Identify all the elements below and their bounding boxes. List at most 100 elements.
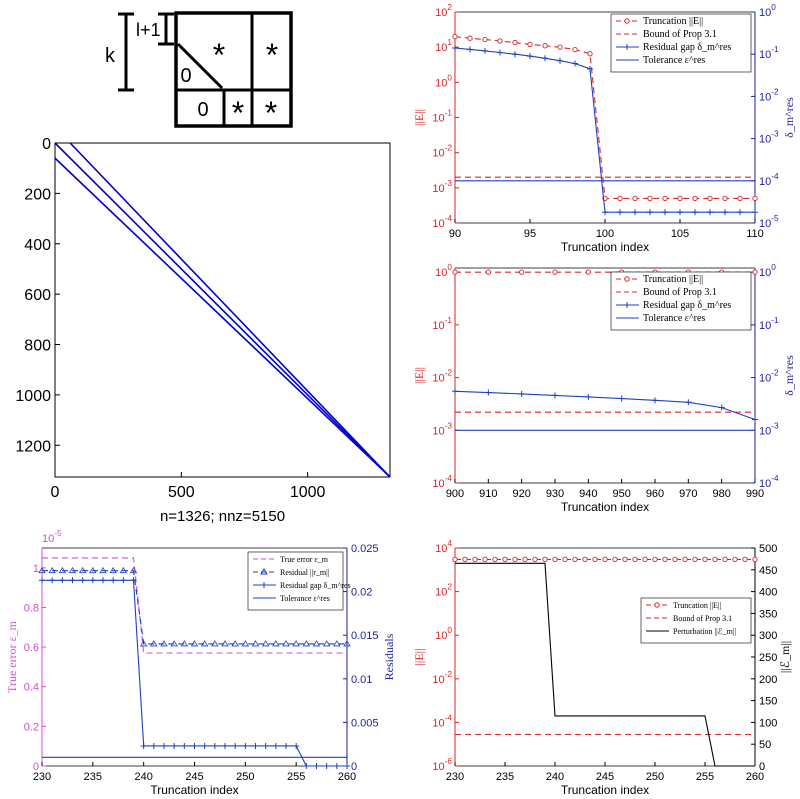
data-point — [617, 209, 623, 216]
data-point — [180, 640, 189, 647]
data-point — [39, 577, 45, 584]
data-point — [702, 556, 708, 563]
left-ytick-label: 100 — [435, 263, 452, 279]
data-point — [313, 763, 320, 769]
legend-label: Truncation ||E|| — [643, 274, 703, 285]
data-point — [472, 556, 478, 563]
block-schematic: k l+1 * * 0 0 * * — [105, 11, 293, 131]
data-point — [333, 640, 341, 647]
legend-marker — [261, 582, 267, 588]
data-point — [261, 640, 270, 647]
data-point — [732, 556, 738, 563]
data-point — [49, 577, 56, 584]
data-point — [79, 577, 86, 584]
data-point — [119, 566, 128, 574]
left-ytick-label: 104 — [435, 539, 452, 555]
data-point — [707, 209, 713, 216]
data-point — [251, 640, 260, 647]
spy-ytick-label: 800 — [24, 338, 51, 355]
data-point — [302, 640, 311, 647]
data-point — [632, 209, 638, 216]
data-point — [572, 46, 578, 53]
series-line — [455, 562, 755, 767]
right-ytick-label: 100 — [759, 3, 776, 19]
truncation-chart-90-110: 90 95 100 105 110 Truncation index 10-4 10-3 10-… — [412, 3, 796, 254]
data-point — [150, 742, 157, 749]
data-point — [652, 556, 658, 563]
data-point — [662, 556, 668, 563]
data-point — [110, 577, 117, 584]
data-point — [482, 556, 488, 563]
data-point — [502, 556, 508, 563]
xtick-label: 110 — [746, 228, 764, 240]
data-point — [100, 577, 106, 584]
data-point — [542, 55, 548, 62]
data-point — [647, 209, 653, 216]
data-point — [139, 640, 148, 647]
data-point — [642, 556, 648, 563]
data-point — [38, 566, 46, 574]
data-point — [722, 209, 728, 216]
data-point — [485, 269, 491, 275]
data-point — [632, 195, 638, 202]
right-ytick-label: 450 — [759, 565, 777, 577]
data-point — [737, 209, 743, 216]
xtick-label: 950 — [612, 488, 630, 500]
data-point — [602, 209, 608, 216]
left-ytick-label: 101 — [435, 38, 452, 54]
data-point — [707, 195, 713, 202]
legend-label: Bound of Prop 3.1 — [643, 29, 717, 40]
right-ytick-label: 10-1 — [759, 316, 779, 332]
left-y-axis-label: True error ε_m — [5, 620, 19, 693]
spy-ytick-label: 0 — [42, 136, 51, 153]
data-point — [272, 640, 280, 647]
right-ytick-label: 200 — [759, 674, 777, 686]
series-3 — [452, 388, 758, 423]
legend-label: Residual ||r_m|| — [280, 568, 329, 577]
data-point — [552, 269, 558, 275]
left-y-axis-label: ||E|| — [412, 649, 426, 666]
left-ytick-label: 10-2 — [432, 144, 452, 160]
right-ytick-label: 300 — [759, 630, 777, 642]
legend-marker — [624, 44, 630, 50]
data-point — [737, 195, 743, 202]
data-point — [221, 640, 229, 647]
legend: True error ε_m Residual ||r_m|| Residual g… — [247, 551, 351, 611]
left-ytick-label: 0.2 — [24, 721, 39, 733]
right-ytick-label: 0 — [351, 761, 357, 773]
l-plus-one-label: l+1 — [136, 20, 161, 40]
xtick-label: 230 — [33, 771, 51, 783]
right-ytick-label: 100 — [759, 263, 776, 279]
right-ytick-label: 10-2 — [759, 87, 779, 103]
data-point — [612, 556, 618, 563]
left-ytick-label: 0 — [33, 761, 39, 773]
data-point — [552, 556, 558, 563]
data-point — [242, 742, 249, 749]
data-point — [585, 269, 591, 275]
right-ytick-label: 50 — [759, 739, 771, 751]
spy-xtick-label: 0 — [51, 484, 60, 501]
xtick-label: 920 — [512, 488, 530, 500]
data-point — [282, 640, 290, 647]
data-point — [647, 195, 653, 202]
xtick-label: 250 — [236, 771, 254, 783]
data-point — [467, 35, 473, 41]
data-point — [272, 742, 279, 749]
data-point — [68, 566, 77, 574]
data-point — [89, 577, 96, 584]
data-point — [171, 742, 178, 749]
right-ytick-label: 0.02 — [351, 587, 372, 599]
data-point — [497, 49, 503, 56]
data-point — [343, 640, 351, 647]
xtick-label: 100 — [596, 228, 614, 240]
data-point — [89, 566, 97, 574]
data-point — [522, 556, 528, 563]
data-point — [140, 742, 147, 749]
data-point — [190, 640, 199, 647]
data-point — [293, 742, 300, 749]
data-point — [211, 640, 219, 647]
data-point — [283, 742, 289, 749]
x-axis-label: Truncation index — [561, 240, 649, 254]
data-point — [582, 556, 588, 563]
